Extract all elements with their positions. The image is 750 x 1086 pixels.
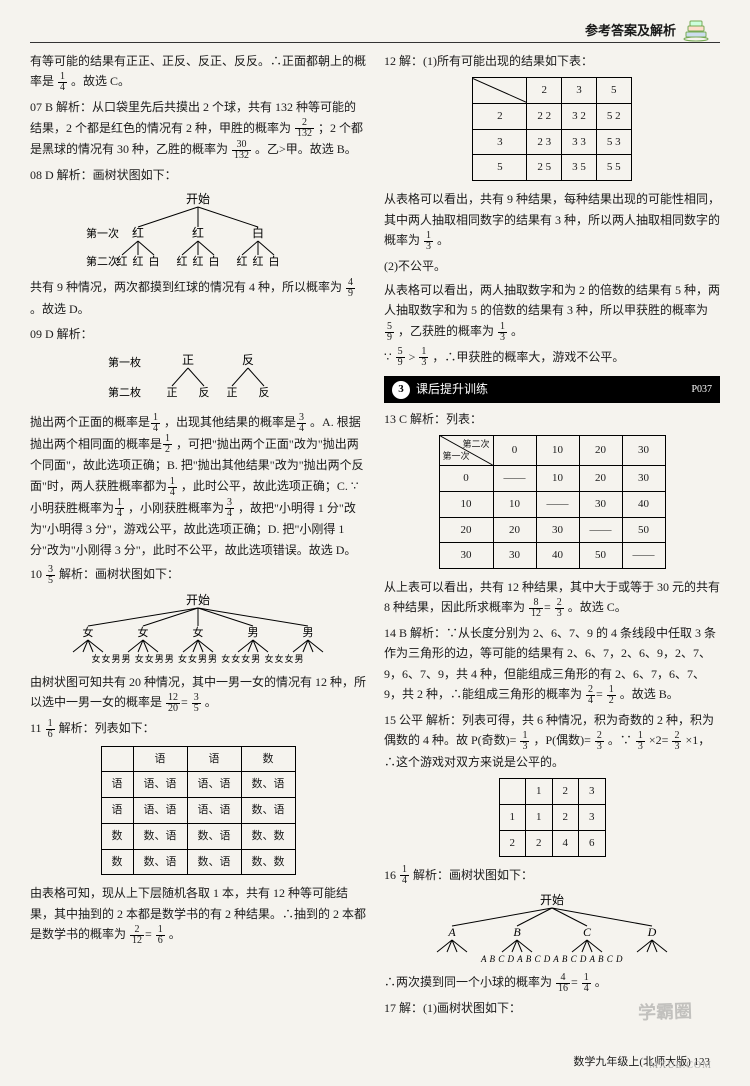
header-title: 参考答案及解析 <box>585 20 676 42</box>
svg-text:红: 红 <box>132 225 144 240</box>
svg-text:反: 反 <box>242 353 254 367</box>
svg-text:正: 正 <box>227 387 238 399</box>
right-column: 12 解：(1)所有可能出现的结果如下表： 235 22 23 25 2 32 … <box>384 51 720 1022</box>
text: 由表格可知，现从上下层随机各取 1 本，共有 12 种等可能结果，其中抽到的 2… <box>30 883 366 946</box>
text: 从表格可以看出，两人抽取数字和为 2 的倍数的结果有 5 种，两人抽取数字和为 … <box>384 280 720 343</box>
item-11: 11 16 解析：列表如下： <box>30 718 366 740</box>
svg-text:女: 女 <box>83 625 94 639</box>
table-11: 语语数 语语、语语、语数、语 语语、语语、语数、语 数数、语数、语数、数 数数、… <box>101 746 296 875</box>
text: 由树状图可知共有 20 种情况，其中一男一女的情况有 12 种，所以选中一男一女… <box>30 672 366 714</box>
watermark-brand: 学霸圈 <box>637 996 692 1028</box>
content-columns: 有等可能的结果有正正、正反、反正、反反。∴正面都朝上的概率是 14 。故选 C。… <box>30 51 720 1022</box>
tree-08: 开始 第一次 红红白 第二次 红红白 红红白 红红白 <box>30 191 366 269</box>
section-bar: 3 课后提升训练 P037 <box>384 376 720 402</box>
svg-text:红: 红 <box>177 255 188 268</box>
text: 从上表可以看出，共有 12 种结果，其中大于或等于 30 元的共有 8 种结果，… <box>384 577 720 619</box>
svg-text:红: 红 <box>133 255 144 268</box>
svg-text:女女男男 女女男男 女女男男 女女女男 女女女男: 女女男男 女女男男 女女男男 女女女男 女女女男 <box>91 653 304 664</box>
svg-text:白: 白 <box>269 254 280 268</box>
item-15: 15 公平 解析：列表可得，共 6 种情况，积为奇数的 2 种，积为偶数的 4 … <box>384 710 720 773</box>
text: 有等可能的结果有正正、正反、反正、反反。∴正面都朝上的概率是 14 。故选 C。 <box>30 51 366 93</box>
text: (2)不公平。 <box>384 256 720 276</box>
svg-text:反: 反 <box>259 386 270 399</box>
text: 从表格可以看出，共有 9 种结果，每种结果出现的可能性相同，其中两人抽取相同数字… <box>384 189 720 252</box>
svg-text:女: 女 <box>138 625 149 639</box>
svg-text:B: B <box>513 925 521 939</box>
svg-text:红: 红 <box>193 255 204 268</box>
item-07: 07 B 解析：从口袋里先后共摸出 2 个球，共有 132 种等可能的结果，2 … <box>30 97 366 161</box>
table-15: 123 1123 2246 <box>499 778 606 856</box>
item-12: 12 解：(1)所有可能出现的结果如下表： <box>384 51 720 71</box>
svg-text:A B C D A B C D A B C D: A B C D A B C D A B C D A B C D <box>480 954 623 964</box>
svg-text:白: 白 <box>252 225 264 240</box>
item-13: 13 C 解析：列表： <box>384 409 720 429</box>
item-14: 14 B 解析：∵从长度分别为 2、6、7、9 的 4 条线段中任取 3 条作为… <box>384 623 720 706</box>
svg-text:反: 反 <box>199 386 210 399</box>
text: 抛出两个正面的概率是14 ，出现其他结果的概率是34 。A. 根据抛出两个相同面… <box>30 412 366 560</box>
svg-text:C: C <box>583 925 592 939</box>
section-number: 3 <box>392 381 410 399</box>
svg-text:开始: 开始 <box>186 192 210 206</box>
left-column: 有等可能的结果有正正、正反、反正、反反。∴正面都朝上的概率是 14 。故选 C。… <box>30 51 366 1022</box>
svg-text:第二次: 第二次 <box>86 254 119 268</box>
item-08: 08 D 解析：画树状图如下： <box>30 165 366 185</box>
text: 共有 9 种情况，两次都摸到红球的情况有 4 种，所以概率为 49 。故选 D。 <box>30 277 366 319</box>
svg-text:第一次: 第一次 <box>86 226 119 240</box>
svg-text:第二枚: 第二枚 <box>108 385 141 399</box>
svg-text:红: 红 <box>237 255 248 268</box>
watermark-url: MXUE.COM <box>649 1057 712 1074</box>
svg-text:白: 白 <box>209 254 220 268</box>
page-header: 参考答案及解析 <box>585 20 710 42</box>
tree-10: 开始 女 女 女 男 男 女女男男 女女男男 女女男男 女女女男 女女女男 <box>30 592 366 664</box>
svg-text:女: 女 <box>193 625 204 639</box>
item-09: 09 D 解析： <box>30 324 366 344</box>
svg-text:正: 正 <box>182 353 194 367</box>
svg-text:第一枚: 第一枚 <box>108 355 141 369</box>
text: ∴两次摸到同一个小球的概率为 416= 14 。 <box>384 972 720 994</box>
table-13: 第二次第一次 0102030 0——102030 1010——3040 2020… <box>439 435 666 569</box>
tree-09: 第一枚 正反 第二枚 正反正反 <box>30 350 366 404</box>
svg-text:白: 白 <box>149 254 160 268</box>
svg-text:D: D <box>647 925 657 939</box>
books-icon <box>682 20 710 42</box>
page-ref: P037 <box>691 381 712 398</box>
section-title: 课后提升训练 <box>416 379 488 399</box>
item-10: 10 35 解析：画树状图如下： <box>30 564 366 586</box>
tree-16: 开始 A B C D A B C D A B C D A B C D A B C D <box>384 892 720 964</box>
svg-text:红: 红 <box>117 255 128 268</box>
svg-text:开始: 开始 <box>186 593 210 607</box>
svg-text:红: 红 <box>253 255 264 268</box>
table-12: 235 22 23 25 2 32 33 35 3 52 53 55 5 <box>472 77 631 181</box>
svg-text:A: A <box>447 925 456 939</box>
svg-text:红: 红 <box>192 225 204 240</box>
divider <box>30 42 720 43</box>
svg-text:男: 男 <box>248 627 259 639</box>
svg-text:男: 男 <box>303 627 314 639</box>
svg-text:正: 正 <box>167 387 178 399</box>
item-16: 16 14 解析：画树状图如下： <box>384 865 720 887</box>
text: ∵ 59 > 13 ，∴甲获胜的概率大，游戏不公平。 <box>384 347 720 369</box>
svg-text:开始: 开始 <box>540 893 564 907</box>
